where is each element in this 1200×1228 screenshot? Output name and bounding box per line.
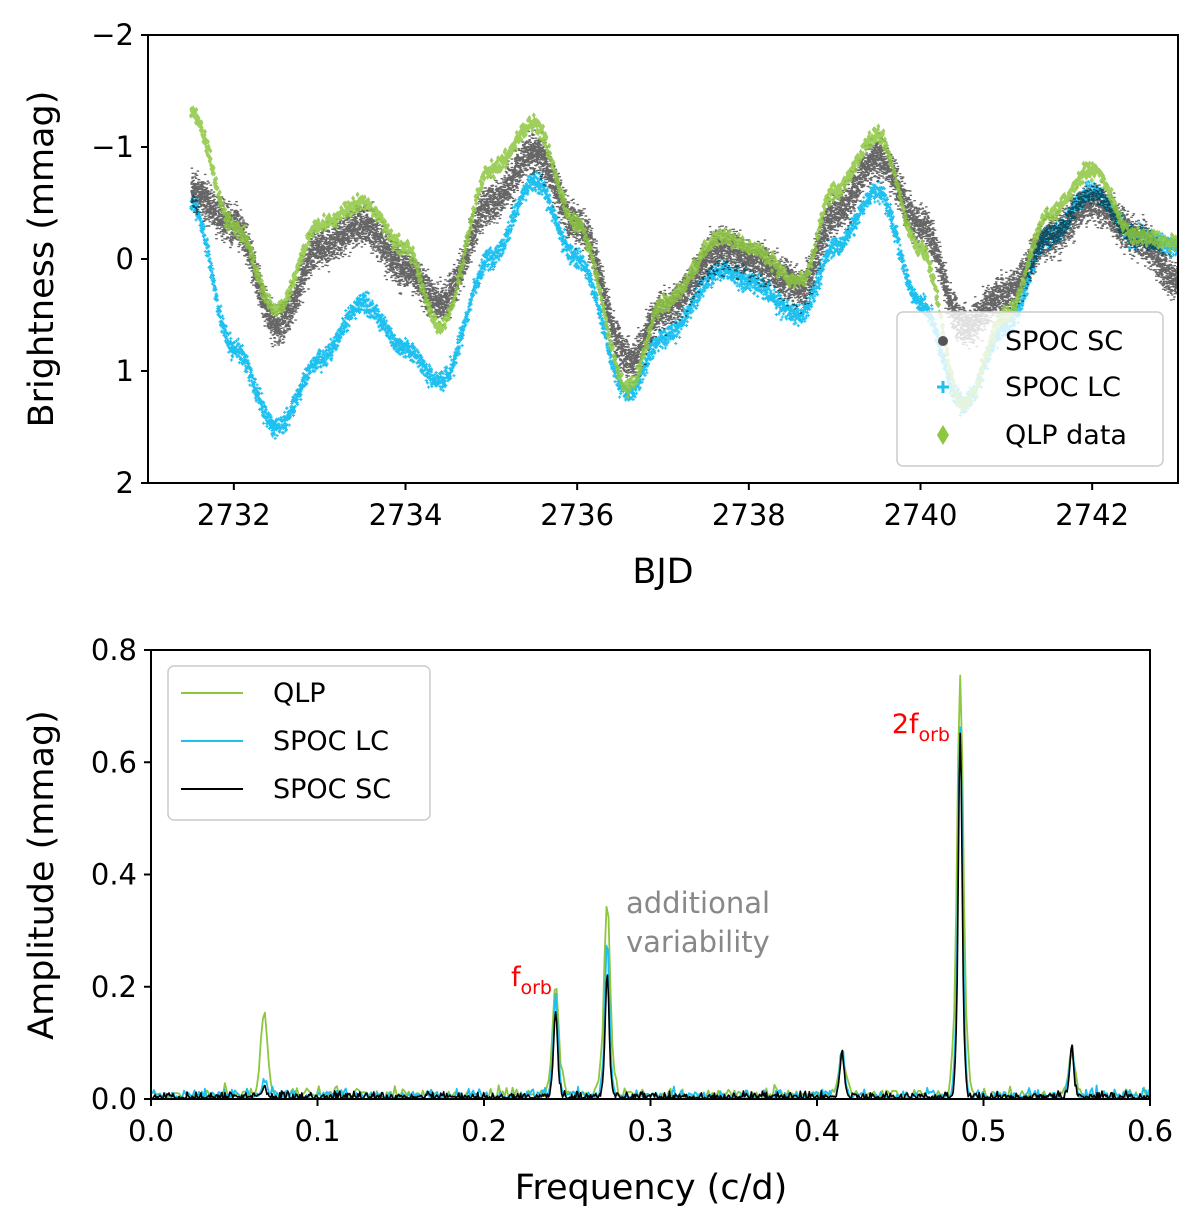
y-tick-label: 0.8 — [91, 633, 137, 667]
periodogram-legend-frame — [167, 665, 431, 821]
annotation-2f-orb-sub: orb — [919, 724, 951, 746]
legend-label-spoc-sc: SPOC SC — [1005, 326, 1123, 357]
periodogram-x-label: Frequency (c/d) — [515, 1168, 788, 1208]
y-tick-label: 1 — [116, 354, 134, 388]
annotation-2f-orb: 2forb — [892, 709, 950, 746]
x-tick-label: 0.6 — [1127, 1114, 1173, 1148]
periodogram-y-label: Amplitude (mmag) — [22, 710, 62, 1040]
periodogram-legend: QLP SPOC LC SPOC SC — [167, 665, 431, 821]
x-tick-label: 2740 — [884, 498, 958, 532]
x-tick-label: 0.3 — [627, 1114, 673, 1148]
light-curve-frame — [147, 34, 1179, 484]
legend-label-qlp: QLP — [273, 678, 326, 709]
light-curve-panel: 2732 2734 2736 2738 2740 2742 −2 −1 0 1 2 SPOC SC… — [22, 18, 1179, 592]
x-tick-label: 2738 — [712, 498, 786, 532]
x-tick-label: 0.5 — [960, 1114, 1006, 1148]
periodogram-data — [151, 674, 1150, 1099]
periodogram-frame — [150, 649, 1151, 1100]
annotation-2f-orb-main: 2f — [892, 709, 920, 740]
legend-marker-spoc-sc — [938, 336, 948, 346]
legend-label-spoc-sc-periodogram: SPOC SC — [273, 774, 391, 805]
legend-marker-spoc-lc — [937, 381, 949, 393]
x-tick-label: 0.4 — [794, 1114, 840, 1148]
y-tick-label: 0.2 — [91, 970, 137, 1004]
x-tick-label: 0.0 — [128, 1114, 174, 1148]
y-tick-label: 2 — [116, 466, 134, 500]
legend-label-spoc-lc: SPOC LC — [1005, 372, 1121, 403]
periodogram-x-ticks: 0.0 0.1 0.2 0.3 0.4 0.5 0.6 — [128, 1099, 1173, 1148]
x-tick-label: 2742 — [1055, 498, 1129, 532]
light-curve-y-ticks: −2 −1 0 1 2 — [91, 18, 148, 500]
periodogram-y-ticks: 0.0 0.2 0.4 0.6 0.8 — [91, 633, 151, 1116]
annotation-f-orb-main: f — [511, 962, 522, 993]
x-tick-label: 0.2 — [461, 1114, 507, 1148]
annotation-variability: variability — [626, 925, 770, 959]
periodogram-panel: 0.0 0.1 0.2 0.3 0.4 0.5 0.6 0.0 0.2 0.4 0.6 0.8 QL… — [22, 633, 1173, 1208]
legend-marker-qlp-data — [937, 425, 949, 445]
annotation-additional: additional — [626, 886, 770, 920]
light-curve-x-label: BJD — [632, 552, 693, 592]
x-tick-label: 2732 — [197, 498, 271, 532]
y-tick-label: −1 — [91, 130, 134, 164]
light-curve-legend: SPOC SC SPOC LC QLP data — [896, 311, 1164, 467]
annotation-f-orb-sub: orb — [521, 977, 553, 999]
legend-label-spoc-lc-periodogram: SPOC LC — [273, 726, 389, 757]
light-curve-y-label: Brightness (mmag) — [22, 91, 62, 428]
y-tick-label: 0.0 — [91, 1082, 137, 1116]
periodogram-line-spoc-sc — [151, 732, 1150, 1099]
x-tick-label: 0.1 — [294, 1114, 340, 1148]
light-curve-x-ticks: 2732 2734 2736 2738 2740 2742 — [197, 483, 1129, 532]
y-tick-label: 0.6 — [91, 745, 137, 779]
x-tick-label: 2734 — [369, 498, 443, 532]
x-tick-label: 2736 — [540, 498, 614, 532]
y-tick-label: −2 — [91, 18, 134, 52]
annotation-f-orb: forb — [511, 962, 552, 999]
y-tick-label: 0.4 — [91, 858, 137, 892]
y-tick-label: 0 — [116, 242, 134, 276]
light-curve-legend-frame — [896, 311, 1164, 467]
legend-label-qlp-data: QLP data — [1005, 420, 1127, 451]
